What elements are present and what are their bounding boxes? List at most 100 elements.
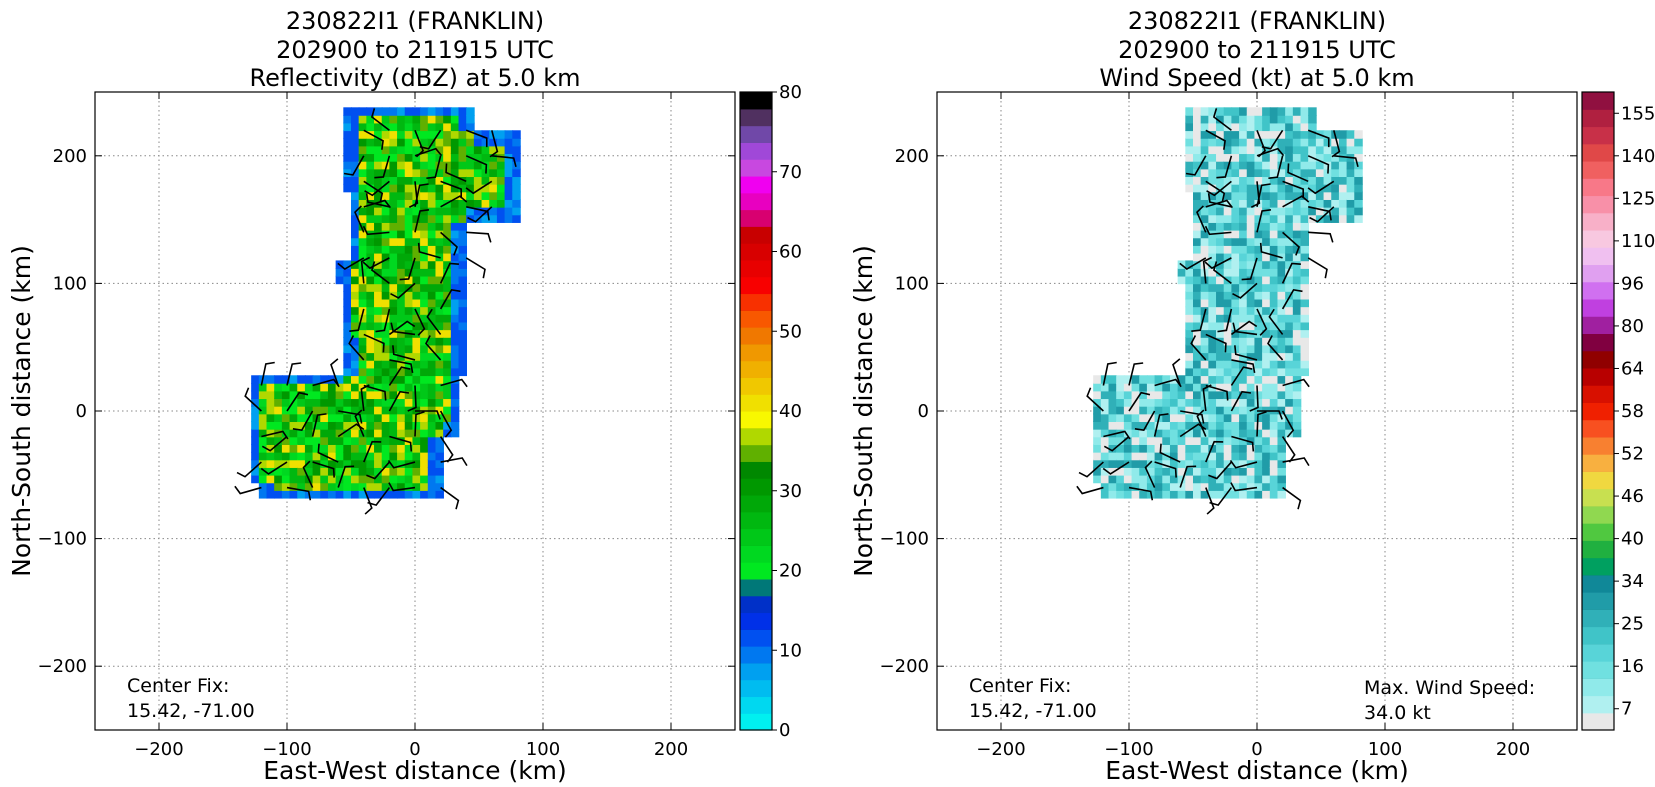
- windspeed-wind-barb: [1212, 261, 1232, 285]
- windspeed-field-cell: [1100, 428, 1110, 438]
- reflectivity-field-cell: [435, 467, 444, 476]
- windspeed-colorbar-bin: [1582, 505, 1614, 524]
- windspeed-field-cell: [1285, 329, 1294, 338]
- reflectivity-field-cell: [351, 237, 360, 246]
- windspeed-field-cell: [1292, 359, 1302, 369]
- reflectivity-wind-barb: [390, 322, 416, 336]
- windspeed-field-cell: [1185, 436, 1194, 445]
- windspeed-field-cell: [1185, 283, 1194, 292]
- reflectivity-field-cell: [450, 183, 460, 193]
- windspeed-field-cell: [1246, 490, 1256, 499]
- reflectivity-field-cell: [374, 352, 383, 361]
- reflectivity-field-cell: [374, 176, 383, 185]
- reflectivity-field-cell: [358, 451, 368, 461]
- windspeed-field-cell: [1269, 153, 1279, 162]
- reflectivity-field-cell: [512, 160, 521, 170]
- windspeed-field-cell: [1285, 375, 1294, 384]
- reflectivity-field-cell: [450, 160, 460, 170]
- windspeed-field-cell: [1246, 321, 1256, 331]
- windspeed-field-cell: [1123, 444, 1133, 453]
- reflectivity-field-cell: [351, 137, 360, 147]
- windspeed-field-cell: [1239, 444, 1248, 453]
- reflectivity-field-cell: [404, 191, 414, 200]
- windspeed-field-cell: [1223, 199, 1233, 208]
- reflectivity-xtick-label: −200: [134, 739, 183, 760]
- windspeed-field-cell: [1292, 268, 1302, 277]
- windspeed-field-cell: [1239, 451, 1248, 461]
- windspeed-field-cell: [1285, 428, 1294, 438]
- windspeed-field-cell: [1331, 206, 1340, 216]
- windspeed-field-cell: [1308, 206, 1317, 216]
- reflectivity-field-cell: [397, 260, 406, 269]
- windspeed-field-cell: [1216, 329, 1225, 338]
- windspeed-field-cell: [1216, 321, 1225, 331]
- windspeed-field-cell: [1193, 298, 1202, 308]
- windspeed-field-cell: [1323, 191, 1333, 200]
- windspeed-field-cell: [1200, 367, 1210, 377]
- reflectivity-field-cell: [397, 398, 406, 407]
- reflectivity-wind-barb: [363, 199, 391, 209]
- windspeed-field-cell: [1254, 321, 1263, 331]
- reflectivity-field-cell: [274, 390, 283, 400]
- windspeed-field-cell: [1193, 268, 1202, 277]
- reflectivity-field-cell: [443, 214, 452, 223]
- reflectivity-field-cell: [397, 314, 406, 323]
- windspeed-wind-barb: [1172, 358, 1181, 386]
- reflectivity-field-cell: [381, 375, 391, 384]
- windspeed-field-cell: [1185, 275, 1194, 285]
- reflectivity-wind-barb: [236, 461, 262, 478]
- windspeed-wind-barb: [1232, 322, 1258, 336]
- windspeed-field-cell: [1346, 137, 1356, 147]
- windspeed-field-cell: [1216, 153, 1225, 162]
- reflectivity-field-cell: [351, 176, 360, 185]
- windspeed-field-cell: [1169, 428, 1179, 438]
- reflectivity-field-cell: [397, 183, 406, 193]
- reflectivity-field-cell: [381, 222, 391, 231]
- windspeed-field-cell: [1200, 421, 1210, 430]
- reflectivity-field-cell: [481, 145, 491, 155]
- windspeed-field-cell: [1123, 375, 1133, 384]
- windspeed-field-cell: [1093, 467, 1102, 476]
- reflectivity-field-cell: [458, 336, 467, 346]
- windspeed-field-cell: [1185, 444, 1194, 453]
- windspeed-field-cell: [1193, 222, 1202, 231]
- windspeed-field-cell: [1123, 490, 1133, 499]
- reflectivity-field-cell: [304, 375, 314, 384]
- reflectivity-field-cell: [320, 490, 329, 499]
- windspeed-field-cell: [1254, 107, 1263, 116]
- reflectivity-field-cell: [427, 183, 437, 193]
- windspeed-field-cell: [1246, 314, 1256, 323]
- reflectivity-field-cell: [312, 382, 322, 392]
- reflectivity-colorbar-bin: [740, 662, 772, 681]
- windspeed-colorbar-bin: [1582, 350, 1614, 369]
- windspeed-field-cell: [1292, 405, 1302, 415]
- windspeed-wind-barb: [1287, 163, 1309, 183]
- reflectivity-field-cell: [435, 298, 444, 308]
- windspeed-field-cell: [1300, 160, 1309, 170]
- windspeed-field-cell: [1223, 421, 1233, 430]
- reflectivity-field-cell: [412, 359, 421, 369]
- windspeed-field-cell: [1338, 183, 1348, 193]
- reflectivity-field-cell: [504, 137, 514, 147]
- reflectivity-field-cell: [489, 145, 498, 155]
- reflectivity-wind-barb: [414, 410, 425, 437]
- reflectivity-field-cell: [435, 199, 444, 208]
- windspeed-field-cell: [1292, 291, 1302, 300]
- reflectivity-field-cell: [274, 421, 283, 430]
- windspeed-wind-barb: [1229, 459, 1258, 469]
- windspeed-field-cell: [1193, 145, 1202, 155]
- reflectivity-field-cell: [481, 214, 491, 223]
- reflectivity-field-cell: [458, 275, 467, 285]
- reflectivity-field-cell: [374, 214, 383, 223]
- reflectivity-field-cell: [427, 421, 437, 430]
- windspeed-field-cell: [1185, 260, 1194, 269]
- reflectivity-field-cell: [358, 359, 368, 369]
- windspeed-field-cell: [1285, 421, 1294, 430]
- windspeed-field-cell: [1292, 283, 1302, 292]
- windspeed-field-cell: [1300, 283, 1309, 292]
- windspeed-colorbar-bin: [1582, 419, 1614, 438]
- windspeed-field-cell: [1116, 436, 1125, 445]
- windspeed-field-cell: [1162, 405, 1171, 415]
- reflectivity-wind-barb: [292, 410, 314, 432]
- reflectivity-field-cell: [351, 467, 360, 476]
